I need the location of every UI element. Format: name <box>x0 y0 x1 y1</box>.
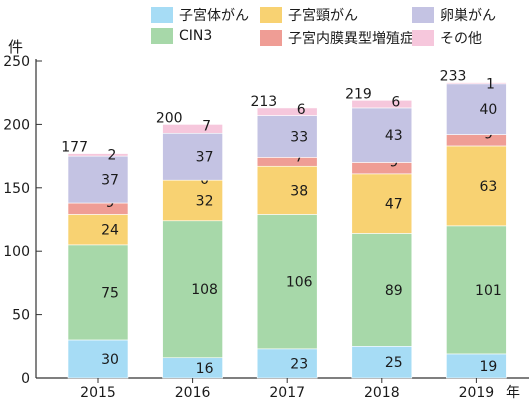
legend: 子宮体がん 子宮頸がん 卵巣がん CIN3 子宮内膜異型増殖症 その他 <box>0 0 529 56</box>
y-tick-label-200: 200 <box>3 117 30 133</box>
value-label-2017-series-1: 106 <box>286 275 313 291</box>
bar-2017-series-1 <box>256 214 318 350</box>
y-tick-label-100: 100 <box>3 244 30 260</box>
bar-2017-series-4 <box>256 115 318 158</box>
bar-2019-series-0 <box>446 353 507 379</box>
value-label-2015-series-2: 24 <box>101 223 119 239</box>
legend-item-ovarian-cancer: 卵巣がん <box>412 5 496 25</box>
bar-2017-series-0 <box>256 348 318 379</box>
value-label-2015-series-4: 37 <box>101 173 119 189</box>
value-label-2015-series-5: 2 <box>108 148 117 164</box>
legend-swatch-endometrial-hyperplasia <box>260 30 282 46</box>
legend-label-endometrial-hyperplasia: 子宮内膜異型増殖症 <box>288 31 414 47</box>
legend-item-endometrial-hyperplasia: 子宮内膜異型増殖症 <box>260 28 414 48</box>
legend-swatch-endometrial-cancer <box>151 7 173 23</box>
legend-label-ovarian-cancer: 卵巣がん <box>440 8 496 24</box>
legend-swatch-cervical-cancer <box>260 7 282 23</box>
total-label-2016: 200 <box>156 110 183 126</box>
bar-2017-series-2 <box>256 165 318 215</box>
x-tick-label-2019: 2019 <box>459 385 495 400</box>
bar-2019-series-4 <box>446 83 507 135</box>
total-label-2019: 233 <box>440 69 467 85</box>
x-tick-label-2018: 2018 <box>364 385 400 400</box>
value-label-2016-series-0: 16 <box>196 361 214 377</box>
bar-2018-series-2 <box>351 173 413 234</box>
value-label-2017-series-0: 23 <box>290 356 308 372</box>
bar-2018-series-0 <box>351 345 413 379</box>
y-tick-label-250: 250 <box>3 54 30 70</box>
bar-2019-series-5 <box>446 82 507 85</box>
total-label-2018: 219 <box>345 86 372 102</box>
bar-2015-series-0 <box>67 339 129 379</box>
value-label-2018-series-2: 47 <box>385 197 403 213</box>
bar-2016-series-2 <box>162 179 223 222</box>
bar-2015-series-5 <box>67 153 129 157</box>
legend-label-cervical-cancer: 子宮頸がん <box>288 8 358 24</box>
value-label-2015-series-0: 30 <box>101 352 119 368</box>
bar-2015-series-1 <box>67 244 129 341</box>
value-label-2019-series-2: 63 <box>479 179 497 195</box>
bar-2018-series-1 <box>351 233 413 347</box>
legend-label-cin3: CIN3 <box>179 28 213 44</box>
bar-2016-series-0 <box>162 357 223 379</box>
bar-2015-series-2 <box>67 214 129 246</box>
bar-2018-series-3 <box>351 162 413 175</box>
legend-item-cervical-cancer: 子宮頸がん <box>260 5 358 25</box>
value-label-2019-series-4: 40 <box>479 102 497 118</box>
bar-2016-series-5 <box>162 124 223 134</box>
legend-item-cin3: CIN3 <box>151 28 212 44</box>
value-label-2017-series-5: 6 <box>297 102 306 118</box>
value-label-2018-series-0: 25 <box>385 355 403 371</box>
x-tick-label-2016: 2016 <box>175 385 211 400</box>
bar-2016-series-1 <box>162 220 223 359</box>
value-label-2016-series-1: 108 <box>191 282 218 298</box>
value-label-2015-series-1: 75 <box>101 285 119 301</box>
value-label-2019-series-0: 19 <box>479 359 497 375</box>
x-tick-label-2015: 2015 <box>80 385 116 400</box>
bar-2017-series-5 <box>256 107 318 116</box>
legend-item-endometrial-cancer: 子宮体がん <box>151 5 249 25</box>
legend-swatch-ovarian-cancer <box>412 7 434 23</box>
legend-label-endometrial-cancer: 子宮体がん <box>179 8 249 24</box>
bar-2019-series-3 <box>446 134 507 147</box>
bar-2015-series-4 <box>67 155 129 204</box>
total-label-2015: 177 <box>61 140 88 156</box>
y-tick-label-150: 150 <box>3 181 30 197</box>
legend-swatch-cin3 <box>151 28 173 44</box>
x-tick-label-2017: 2017 <box>269 385 305 400</box>
y-tick-label-50: 50 <box>12 308 30 324</box>
bar-2019-series-2 <box>446 145 507 227</box>
value-label-2019-series-5: 1 <box>486 77 495 93</box>
x-axis-unit: 年 <box>506 385 520 401</box>
bar-2017-series-3 <box>256 157 318 167</box>
value-label-2019-series-1: 101 <box>475 283 502 299</box>
value-label-2016-series-4: 37 <box>196 150 214 166</box>
legend-label-other: その他 <box>440 31 482 47</box>
total-label-2017: 213 <box>250 94 277 110</box>
value-label-2016-series-2: 32 <box>196 193 214 209</box>
bar-2016-series-4 <box>162 132 223 181</box>
bar-2015-series-3 <box>67 202 129 215</box>
value-label-2018-series-1: 89 <box>385 283 403 299</box>
legend-swatch-other <box>412 30 434 46</box>
value-label-2017-series-2: 38 <box>290 183 308 199</box>
value-label-2018-series-4: 43 <box>385 128 403 144</box>
y-tick-label-0: 0 <box>21 371 30 387</box>
bar-2018-series-5 <box>351 100 413 109</box>
value-label-2018-series-5: 6 <box>391 94 400 110</box>
bar-2019-series-1 <box>446 225 507 355</box>
value-label-2016-series-5: 7 <box>202 118 211 134</box>
value-label-2017-series-4: 33 <box>290 129 308 145</box>
legend-item-other: その他 <box>412 28 482 48</box>
y-axis-title: 件 <box>8 38 24 56</box>
bar-2018-series-4 <box>351 107 413 163</box>
